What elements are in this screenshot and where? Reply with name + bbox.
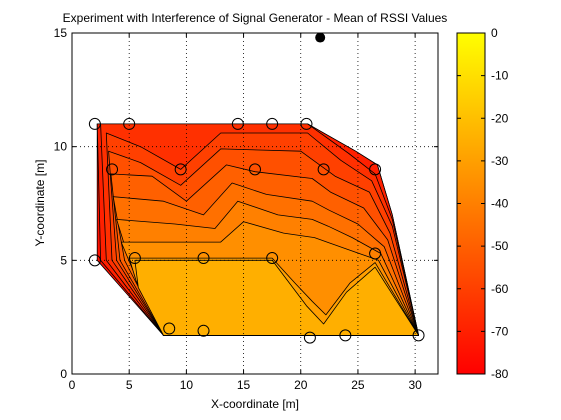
colorbar-tick-label: -70 xyxy=(491,324,509,338)
measurement-points xyxy=(88,32,425,344)
colorbar-tick-label: -10 xyxy=(491,69,509,83)
colorbar-tick-label: -30 xyxy=(491,154,509,168)
y-tick-label: 0 xyxy=(60,367,67,381)
x-axis-label: X-coordinate [m] xyxy=(211,397,299,411)
measurement-point xyxy=(317,163,330,176)
colorbar-tick-label: -50 xyxy=(491,239,509,253)
measurement-point xyxy=(300,117,313,130)
measurement-point xyxy=(88,117,101,130)
x-tick-label: 20 xyxy=(294,378,308,392)
y-tick-label: 5 xyxy=(60,253,67,267)
contour-bands xyxy=(96,123,420,336)
y-tick-label: 10 xyxy=(54,140,68,154)
colorbar-tick-label: -40 xyxy=(491,197,509,211)
y-axis-label: Y-coordinate [m] xyxy=(33,160,47,247)
colorbar xyxy=(456,32,486,375)
measurement-point xyxy=(88,254,101,267)
contour-band xyxy=(134,259,420,336)
x-tick-label: 30 xyxy=(408,378,422,392)
measurement-point xyxy=(266,252,279,265)
measurement-point xyxy=(303,331,316,344)
measurement-point xyxy=(197,252,210,265)
x-tick-label: 25 xyxy=(351,378,365,392)
signal-generator-marker xyxy=(315,32,326,43)
x-tick-label: 15 xyxy=(237,378,251,392)
x-axis-ticks: 0 5 10 15 20 25 30 xyxy=(69,33,422,392)
measurement-point xyxy=(163,322,176,335)
x-tick-label: 5 xyxy=(126,378,133,392)
measurement-point xyxy=(197,324,210,337)
measurement-point xyxy=(174,163,187,176)
colorbar-ticks: 0 -10 -20 -30 -40 -50 -60 -70 -80 xyxy=(457,26,509,381)
chart-title: Experiment with Interference of Signal G… xyxy=(63,11,448,25)
measurement-point xyxy=(123,117,136,130)
x-tick-label: 0 xyxy=(69,378,76,392)
plot-frame xyxy=(71,32,439,375)
colorbar-tick-label: -80 xyxy=(491,367,509,381)
x-tick-label: 10 xyxy=(180,378,194,392)
y-axis-ticks: 0 5 10 15 xyxy=(54,26,438,381)
measurement-point xyxy=(106,163,119,176)
colorbar-tick-label: -60 xyxy=(491,282,509,296)
measurement-point xyxy=(249,163,261,176)
measurement-point xyxy=(128,252,141,265)
measurement-point xyxy=(369,163,382,176)
y-tick-label: 15 xyxy=(54,26,68,40)
measurement-point xyxy=(266,117,279,130)
measurement-point xyxy=(369,247,382,260)
measurement-point xyxy=(412,329,425,342)
measurement-point xyxy=(231,117,244,130)
colorbar-tick-label: -20 xyxy=(491,111,509,125)
measurement-point xyxy=(339,329,352,342)
colorbar-tick-label: 0 xyxy=(491,26,498,40)
